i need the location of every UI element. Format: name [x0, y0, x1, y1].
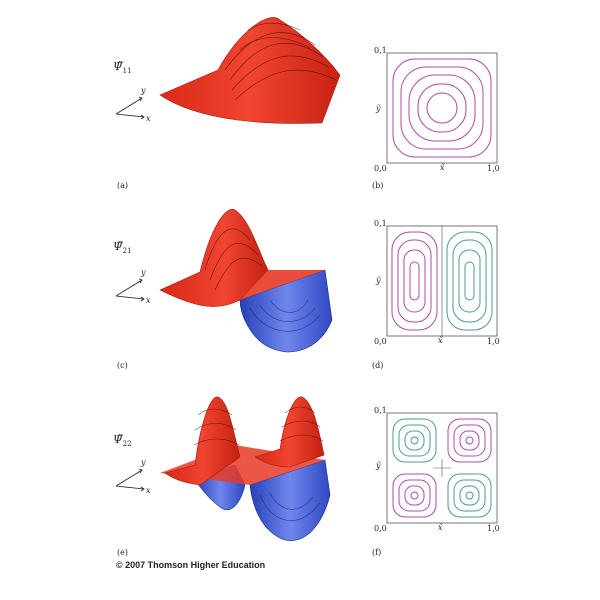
- copyright-notice: © 2007 Thomson Higher Education: [116, 560, 266, 570]
- xlabel-d: x̃: [438, 336, 443, 345]
- xy-axes-icon: [115, 96, 145, 120]
- y-axis-label: y: [141, 268, 146, 277]
- panel-d-label: (d): [372, 361, 384, 370]
- psi-22-label: Ψ̃22: [113, 433, 132, 449]
- xy-axes-icon: [115, 468, 145, 492]
- ylabel-b: ỹ: [376, 104, 381, 113]
- xlabel-b: x̃: [440, 163, 445, 172]
- y-axis-label: y: [141, 458, 146, 467]
- ylabel-f: ỹ: [376, 461, 381, 470]
- surface-psi21: [159, 209, 333, 353]
- surface-psi22: [160, 396, 331, 541]
- xlabel-f: x̃: [438, 523, 443, 532]
- x-axis-label: x: [146, 114, 151, 123]
- contour-psi11: [386, 52, 498, 164]
- contour-psi21: [386, 225, 498, 337]
- psi-11-label: Ψ̃11: [113, 60, 132, 76]
- tick-origin-f: 0,0: [374, 524, 387, 533]
- ylabel-d: ỹ: [376, 276, 381, 285]
- tick-right-f: 1,0: [487, 524, 500, 533]
- panel-a-label: (a): [117, 181, 129, 190]
- tick-right-d: 1,0: [487, 337, 500, 346]
- panel-f-label: (f): [372, 548, 382, 557]
- tick-origin-b: 0,0: [374, 164, 387, 173]
- tick-right-b: 1,0: [487, 164, 500, 173]
- xy-axes-icon: [115, 278, 145, 302]
- panel-e-label: (e): [117, 548, 128, 557]
- panel-c-label: (c): [117, 361, 128, 370]
- tick-top-d: 0,1: [374, 219, 387, 228]
- tick-origin-d: 0,0: [374, 337, 387, 346]
- psi-21-label: Ψ̃21: [113, 240, 132, 256]
- x-axis-label: x: [146, 296, 151, 305]
- tick-top-f: 0,1: [374, 406, 387, 415]
- panel-b-label: (b): [372, 181, 384, 190]
- surface-psi11: [159, 17, 341, 124]
- x-axis-label: x: [146, 486, 151, 495]
- tick-top-b: 0,1: [374, 46, 387, 55]
- contour-psi22: [386, 412, 498, 524]
- y-axis-label: y: [141, 86, 146, 95]
